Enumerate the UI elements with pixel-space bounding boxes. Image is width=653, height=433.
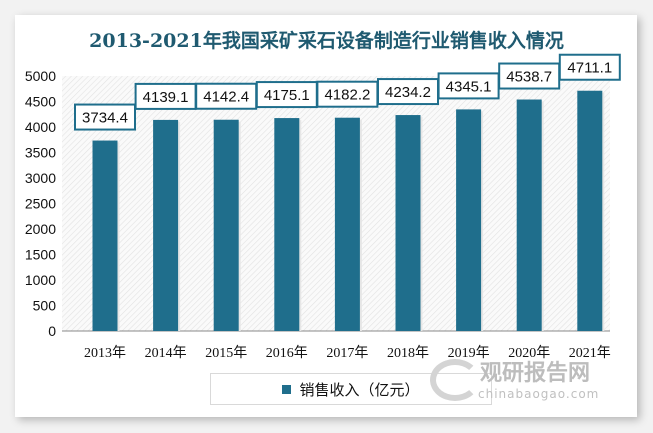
watermark-en: chinabaogao.com bbox=[478, 387, 600, 401]
x-tick-label: 2013年 bbox=[84, 345, 126, 361]
data-label: 4345.1 bbox=[446, 78, 492, 95]
watermark-logo-icon bbox=[430, 359, 480, 401]
data-label-box bbox=[377, 78, 439, 106]
y-tick-label: 2500 bbox=[25, 196, 56, 212]
y-tick-label: 2000 bbox=[25, 221, 56, 237]
legend-label: 销售收入（亿元） bbox=[299, 380, 420, 399]
x-tick-label: 2020年 bbox=[508, 345, 550, 361]
data-label-box bbox=[255, 81, 318, 109]
data-label: 4175.1 bbox=[264, 87, 310, 104]
watermark: 观研报告网 chinabaogao.com bbox=[430, 355, 599, 401]
data-label-box bbox=[498, 62, 561, 90]
x-tick-label: 2015年 bbox=[205, 345, 247, 361]
bar bbox=[577, 90, 603, 331]
y-tick-label: 1500 bbox=[25, 247, 56, 263]
data-label: 4139.1 bbox=[143, 89, 189, 106]
data-label: 4142.4 bbox=[203, 89, 249, 106]
y-tick-label: 4500 bbox=[25, 94, 56, 110]
bar bbox=[395, 115, 421, 331]
data-label-box bbox=[558, 53, 621, 81]
y-tick-label: 3500 bbox=[25, 145, 56, 161]
x-tick-label: 2016年 bbox=[266, 345, 308, 361]
bar bbox=[516, 99, 542, 331]
bar bbox=[92, 140, 118, 331]
data-label: 4234.2 bbox=[385, 84, 431, 101]
chart-title: 2013-2021年我国采矿采石设备制造行业销售收入情况 bbox=[89, 30, 564, 52]
x-tick-label: 2017年 bbox=[326, 345, 368, 361]
bar bbox=[334, 117, 360, 332]
data-label: 4182.2 bbox=[324, 87, 370, 104]
y-tick-label: 0 bbox=[48, 323, 56, 339]
bar bbox=[213, 119, 239, 331]
y-tick-label: 4000 bbox=[25, 119, 56, 135]
bar bbox=[456, 109, 482, 331]
data-label-box bbox=[74, 103, 136, 131]
x-tick-label: 2019年 bbox=[448, 345, 490, 361]
data-label: 4538.7 bbox=[506, 69, 552, 86]
data-label: 3734.4 bbox=[82, 110, 128, 127]
y-tick-label: 1000 bbox=[25, 272, 56, 288]
data-label: 4711.1 bbox=[567, 60, 612, 77]
x-tick-label: 2014年 bbox=[145, 345, 187, 361]
bar bbox=[274, 118, 300, 331]
data-label-box bbox=[134, 82, 197, 110]
y-tick-label: 500 bbox=[33, 298, 57, 314]
legend-swatch bbox=[282, 384, 292, 394]
watermark-cn: 观研报告网 bbox=[480, 361, 591, 386]
y-tick-label: 5000 bbox=[25, 68, 56, 84]
data-label-box bbox=[195, 82, 258, 110]
x-tick-label: 2018年 bbox=[387, 345, 429, 361]
bar bbox=[153, 119, 179, 331]
x-tick-label: 2021年 bbox=[569, 345, 611, 361]
y-tick-label: 3000 bbox=[25, 170, 56, 186]
